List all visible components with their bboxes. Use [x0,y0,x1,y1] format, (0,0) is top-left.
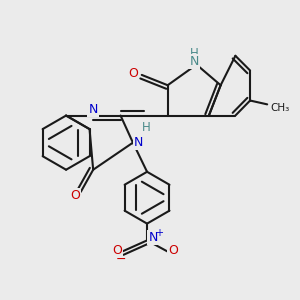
Text: O: O [129,67,138,80]
Text: CH₃: CH₃ [270,103,290,113]
Text: N: N [190,55,199,68]
Text: O: O [70,189,80,202]
Text: +: + [155,228,163,238]
Text: N: N [88,103,98,116]
Text: N: N [134,136,143,149]
Text: H: H [190,47,199,60]
Text: −: − [116,253,127,266]
Text: H: H [142,122,151,134]
Text: O: O [112,244,122,257]
Text: N: N [148,231,158,244]
Text: O: O [168,244,178,257]
